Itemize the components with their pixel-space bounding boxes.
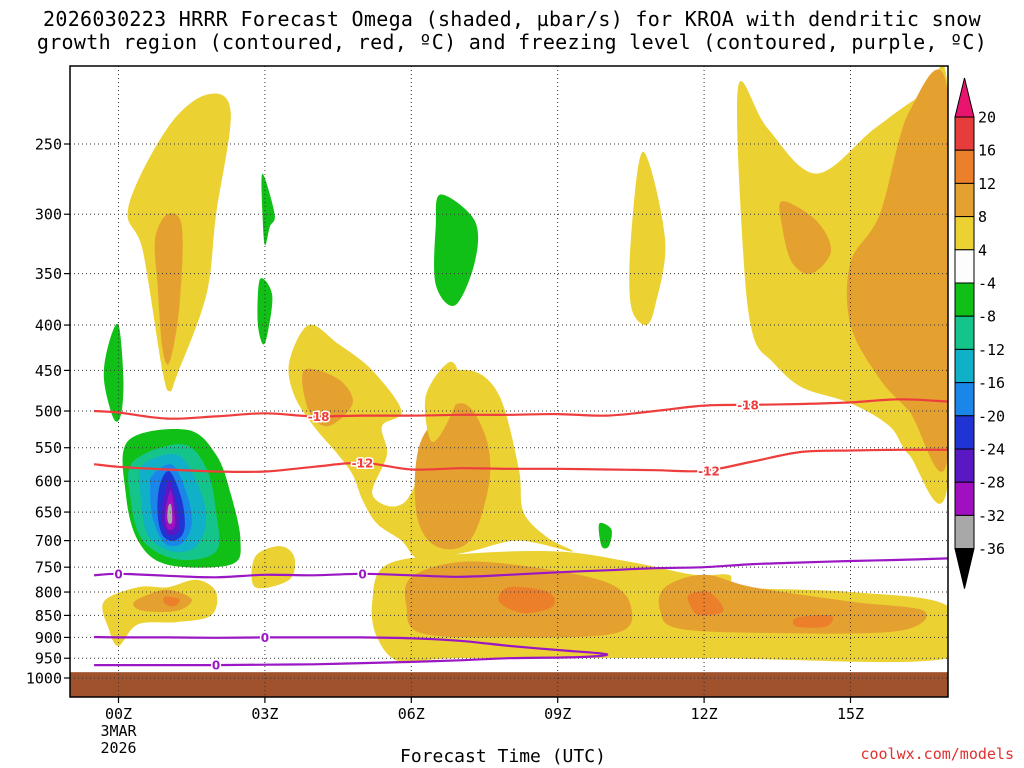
colorbar-label-13: -36: [978, 540, 1005, 558]
axes: 250 300 350 400 450 500 550 600 650 700 750 800 850 9…: [26, 65, 949, 757]
colorbar-swatch-8: [954, 382, 975, 417]
y-tick-label-700: 700: [35, 532, 62, 550]
omega-region-rise-d-max: [163, 596, 180, 607]
omega-region-rise-e: [251, 546, 296, 589]
y-tick-label-650: 650: [35, 504, 62, 522]
omega-region-sink-b: [261, 173, 275, 246]
colorbar-swatch-3: [954, 216, 975, 251]
colorbar-swatch-4: [954, 249, 975, 284]
colorbar-label-2: 12: [978, 175, 996, 193]
freezing-label-3: 0: [212, 659, 220, 673]
omega-shading: [70, 66, 948, 697]
freezing-label-2: 0: [261, 631, 269, 645]
omega-region-rise-f-max2: [687, 590, 724, 616]
y-tick-label-400: 400: [35, 317, 62, 335]
x-tick-label-15Z: 15Z: [837, 705, 864, 723]
omega-region-rise-f-core2: [658, 574, 927, 634]
ground-band: [70, 672, 948, 697]
title-line-2: growth region (contoured, red, ºC) and f…: [36, 30, 988, 54]
omega-region-sink-e: [598, 522, 612, 549]
dendritic-label-0: -18: [308, 410, 330, 424]
y-tick-label-950: 950: [35, 650, 62, 668]
omega-region-rise-d-core: [133, 589, 192, 613]
freezing-label-0: 0: [114, 567, 122, 581]
freezing-line-0: [94, 557, 948, 579]
freezing-line-2: [94, 635, 609, 667]
site-credit[interactable]: coolwx.com/models: [860, 745, 1014, 763]
x-tick-sublabel-month: 3MAR: [100, 722, 137, 740]
colorbar-label-4: 4: [978, 241, 987, 259]
contours: -18 -18 -12 -12 0 0 0 0: [93, 397, 948, 674]
x-tick-label-00Z: 00Z: [105, 705, 132, 723]
colorbar-label-10: -24: [978, 441, 1005, 459]
x-tick-sublabel-year: 2026: [100, 739, 136, 757]
dendritic-line-0: [94, 398, 948, 420]
dendritic-label-1: -18: [737, 398, 759, 412]
colorbar-swatch-11: [954, 481, 975, 516]
omega-region-descent-peak: [167, 503, 173, 524]
colorbar-swatch-6: [954, 315, 975, 350]
freezing-label-1: 0: [358, 567, 366, 581]
omega-region-rise-d: [102, 579, 218, 646]
colorbar: 20 16 12 8 4 -4 -8 -12 -16 -20 -24 -28 -32 -36: [954, 77, 1005, 589]
colorbar-label-0: 20: [978, 109, 996, 127]
y-tick-label-1000: 1000: [26, 670, 62, 688]
x-tick-label-12Z: 12Z: [691, 705, 718, 723]
omega-region-sink-a: [103, 323, 124, 422]
colorbar-label-7: -12: [978, 341, 1005, 359]
colorbar-swatch-1: [954, 149, 975, 184]
omega-region-sink-d: [434, 194, 479, 307]
colorbar-label-3: 8: [978, 208, 987, 226]
colorbar-label-9: -20: [978, 407, 1005, 425]
dendritic-label-3: -12: [698, 464, 720, 478]
colorbar-label-8: -16: [978, 374, 1005, 392]
y-tick-label-750: 750: [35, 559, 62, 577]
x-tick-label-09Z: 09Z: [544, 705, 571, 723]
y-tick-label-550: 550: [35, 439, 62, 457]
colorbar-bottom-arrow: [954, 548, 975, 589]
y-tick-label-250: 250: [35, 136, 62, 154]
omega-region-rise-i: [424, 361, 461, 442]
dendritic-label-2: -12: [352, 456, 374, 470]
omega-region-rise-h-core: [779, 201, 832, 274]
colorbar-label-11: -28: [978, 474, 1005, 492]
chart-title: 2026030223 HRRR Forecast Omega (shaded, …: [0, 8, 1024, 54]
y-tick-label-450: 450: [35, 362, 62, 380]
omega-region-rise-f-max3: [792, 614, 834, 628]
x-tick-label-06Z: 06Z: [398, 705, 425, 723]
dendritic-line-2: [93, 448, 948, 474]
omega-region-rise-g: [629, 151, 666, 325]
omega-region-rise-f-max: [498, 586, 556, 614]
x-axis-label: Forecast Time (UTC): [400, 746, 606, 767]
y-tick-label-850: 850: [35, 607, 62, 625]
colorbar-top-arrow: [954, 77, 975, 118]
y-tick-label-350: 350: [35, 265, 62, 283]
colorbar-label-12: -32: [978, 507, 1005, 525]
colorbar-swatch-5: [954, 282, 975, 317]
title-line-1: 2026030223 HRRR Forecast Omega (shaded, …: [43, 7, 981, 31]
colorbar-label-6: -8: [978, 308, 996, 326]
omega-region-rise-b-core: [302, 368, 353, 427]
colorbar-swatch-2: [954, 182, 975, 218]
x-tick-label-03Z: 03Z: [251, 705, 278, 723]
colorbar-swatch-12: [954, 514, 975, 550]
colorbar-swatch-0: [954, 116, 975, 151]
colorbar-label-5: -4: [978, 275, 996, 293]
omega-region-rise-h-core2: [846, 69, 948, 472]
colorbar-label-1: 16: [978, 142, 996, 160]
omega-region-sink-c: [257, 278, 273, 345]
colorbar-swatch-7: [954, 348, 975, 384]
colorbar-swatch-9: [954, 415, 975, 450]
y-tick-label-600: 600: [35, 473, 62, 491]
y-tick-label-800: 800: [35, 584, 62, 602]
y-tick-label-500: 500: [35, 403, 62, 421]
plot-frame: [69, 65, 949, 698]
y-tick-label-900: 900: [35, 629, 62, 647]
omega-region-rise-a-core: [154, 213, 183, 365]
y-tick-label-300: 300: [35, 206, 62, 224]
colorbar-swatch-10: [954, 448, 975, 483]
